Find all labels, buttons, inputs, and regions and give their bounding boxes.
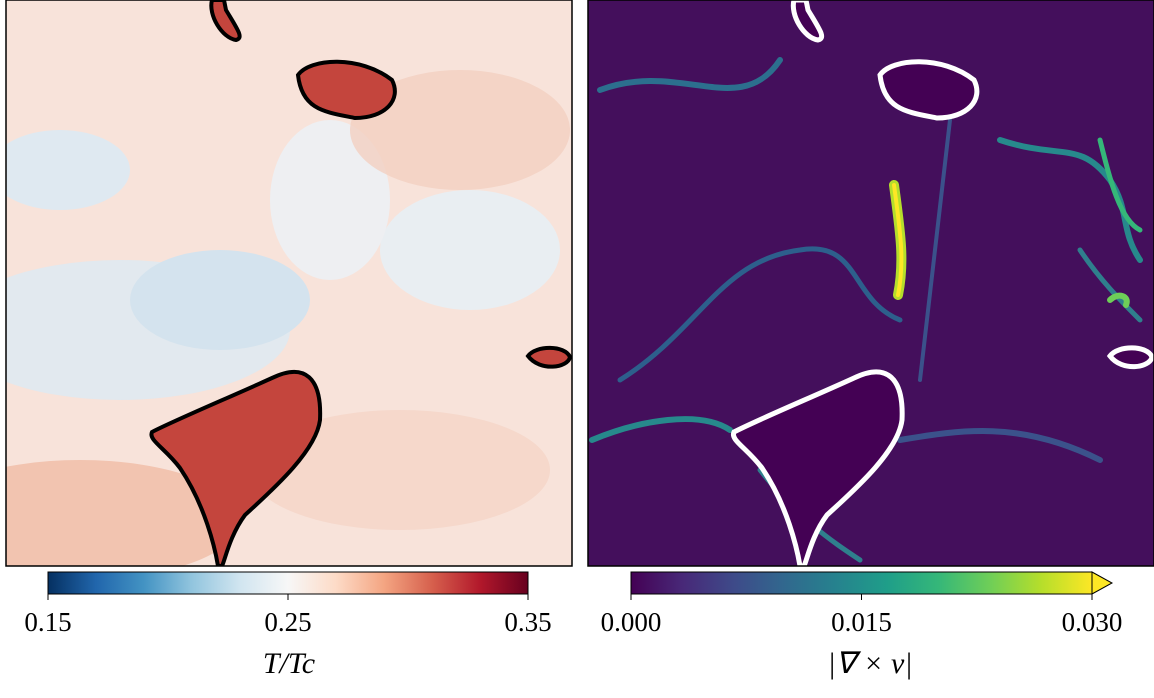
colorbar [630,571,1093,595]
colorbar-tick-label: 0.15 [24,607,71,637]
colorbar-tick-label: 0.35 [504,607,551,637]
vorticity-field [588,0,1154,566]
colorbar-tick-label: 0.000 [601,607,662,637]
colorbar-label: T/Tc [263,647,315,680]
temperature-field [6,0,572,566]
colorbar-extension [1091,571,1114,595]
colorbar [47,571,529,595]
panel-frame [587,0,1154,567]
colorbar-tick-label: 0.25 [264,607,311,637]
colorbar-label: |∇ × v| [827,647,912,680]
colorbar-tick-label: 0.015 [831,607,892,637]
colorbar-tick-label: 0.030 [1062,607,1123,637]
panel-frame [5,0,573,567]
